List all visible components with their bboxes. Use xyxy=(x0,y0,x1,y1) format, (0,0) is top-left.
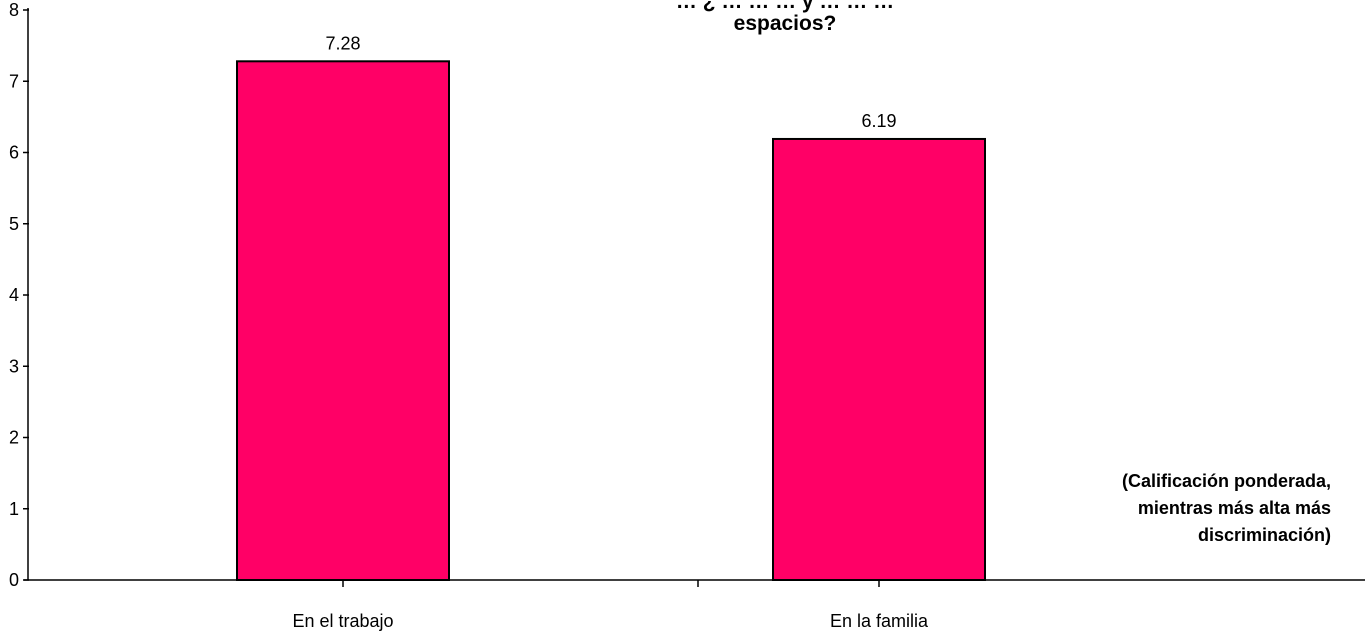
y-tick-label: 7 xyxy=(9,71,19,91)
labels: 7.28 En el trabajo 6.19 En la familia xyxy=(292,33,929,631)
y-tick-label: 2 xyxy=(9,428,19,448)
category-label: En la familia xyxy=(830,611,929,631)
y-tick-label: 0 xyxy=(9,570,19,590)
annotation-line: mientras más alta más xyxy=(1138,498,1331,518)
annotation: (Calificación ponderada, mientras más alt… xyxy=(1122,471,1331,545)
annotation-line: discriminación) xyxy=(1198,525,1331,545)
chart-title: espacios? … ¿ … … … y … … … xyxy=(676,0,894,35)
y-tick-label: 1 xyxy=(9,499,19,519)
y-tick-label: 8 xyxy=(9,0,19,20)
y-tick-label: 5 xyxy=(9,214,19,234)
bars xyxy=(236,60,986,582)
chart-title-line-2: espacios? xyxy=(734,12,837,35)
bar xyxy=(236,60,450,582)
chart-title-line-1: … ¿ … … … y … … … xyxy=(676,0,894,13)
y-tick-label: 4 xyxy=(9,285,19,305)
y-tick-label: 6 xyxy=(9,143,19,163)
y-tick-label: 3 xyxy=(9,356,19,376)
bar xyxy=(772,137,986,581)
data-label: 6.19 xyxy=(861,111,896,131)
category-label: En el trabajo xyxy=(292,611,393,631)
data-label: 7.28 xyxy=(325,33,360,53)
annotation-line: (Calificación ponderada, xyxy=(1122,471,1331,491)
